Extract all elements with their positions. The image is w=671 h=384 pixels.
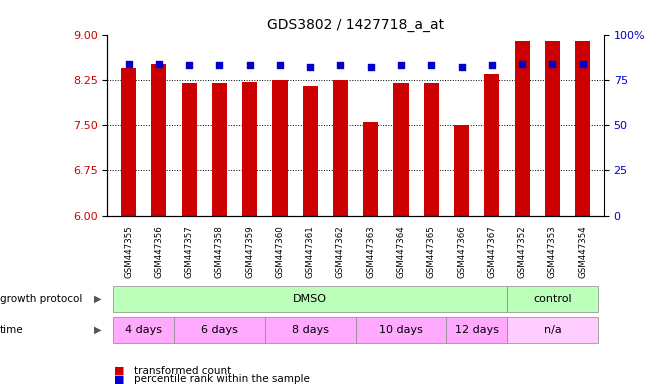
Bar <box>333 80 348 215</box>
Text: GSM447364: GSM447364 <box>397 226 405 278</box>
Bar <box>113 286 507 312</box>
Point <box>456 64 467 70</box>
Text: GSM447362: GSM447362 <box>336 226 345 278</box>
Point <box>123 60 134 66</box>
Text: GSM447358: GSM447358 <box>215 226 224 278</box>
Point <box>486 62 497 68</box>
Bar <box>242 82 257 215</box>
Text: GSM447355: GSM447355 <box>124 226 133 278</box>
Bar <box>393 83 409 215</box>
Text: ▶: ▶ <box>93 294 101 304</box>
Text: control: control <box>533 294 572 304</box>
Text: time: time <box>0 325 23 335</box>
Point <box>335 62 346 68</box>
Bar <box>484 74 499 215</box>
Text: DMSO: DMSO <box>293 294 327 304</box>
Bar <box>182 83 197 215</box>
Text: GSM447361: GSM447361 <box>306 226 315 278</box>
Point <box>577 60 588 66</box>
Text: GSM447363: GSM447363 <box>366 226 375 278</box>
Bar <box>121 68 136 215</box>
Point <box>154 60 164 66</box>
Text: GSM447354: GSM447354 <box>578 226 587 278</box>
Point <box>517 60 527 66</box>
Text: GSM447353: GSM447353 <box>548 226 557 278</box>
Point <box>184 62 195 68</box>
Point <box>274 62 285 68</box>
Point <box>396 62 407 68</box>
Text: n/a: n/a <box>544 325 562 335</box>
Bar <box>507 286 598 312</box>
Text: 12 days: 12 days <box>455 325 499 335</box>
Text: GSM447357: GSM447357 <box>185 226 194 278</box>
Bar <box>545 41 560 215</box>
Text: 6 days: 6 days <box>201 325 238 335</box>
Bar <box>515 41 529 215</box>
Point <box>305 64 315 70</box>
Text: 8 days: 8 days <box>292 325 329 335</box>
Bar <box>212 83 227 215</box>
Text: percentile rank within the sample: percentile rank within the sample <box>134 374 310 384</box>
Bar <box>507 317 598 343</box>
Text: GSM447360: GSM447360 <box>275 226 285 278</box>
Bar <box>265 317 356 343</box>
Text: ■: ■ <box>114 374 125 384</box>
Point <box>366 64 376 70</box>
Text: GSM447367: GSM447367 <box>487 226 497 278</box>
Text: ▶: ▶ <box>93 325 101 335</box>
Text: growth protocol: growth protocol <box>0 294 83 304</box>
Text: transformed count: transformed count <box>134 366 231 376</box>
Point <box>244 62 255 68</box>
Bar <box>363 122 378 215</box>
Text: GSM447365: GSM447365 <box>427 226 436 278</box>
Point <box>426 62 437 68</box>
Point <box>214 62 225 68</box>
Bar <box>454 125 469 215</box>
Bar <box>575 41 590 215</box>
Text: 10 days: 10 days <box>379 325 423 335</box>
Text: ■: ■ <box>114 366 125 376</box>
Title: GDS3802 / 1427718_a_at: GDS3802 / 1427718_a_at <box>267 18 444 32</box>
Text: GSM447359: GSM447359 <box>245 226 254 278</box>
Text: GSM447366: GSM447366 <box>457 226 466 278</box>
Bar <box>424 83 439 215</box>
Bar <box>151 63 166 215</box>
Text: GSM447352: GSM447352 <box>517 226 527 278</box>
Bar <box>446 317 507 343</box>
Bar <box>272 80 287 215</box>
Bar <box>113 317 174 343</box>
Text: 4 days: 4 days <box>125 325 162 335</box>
Bar <box>174 317 265 343</box>
Text: GSM447356: GSM447356 <box>154 226 163 278</box>
Point <box>547 60 558 66</box>
Bar <box>356 317 446 343</box>
Bar <box>303 86 318 215</box>
